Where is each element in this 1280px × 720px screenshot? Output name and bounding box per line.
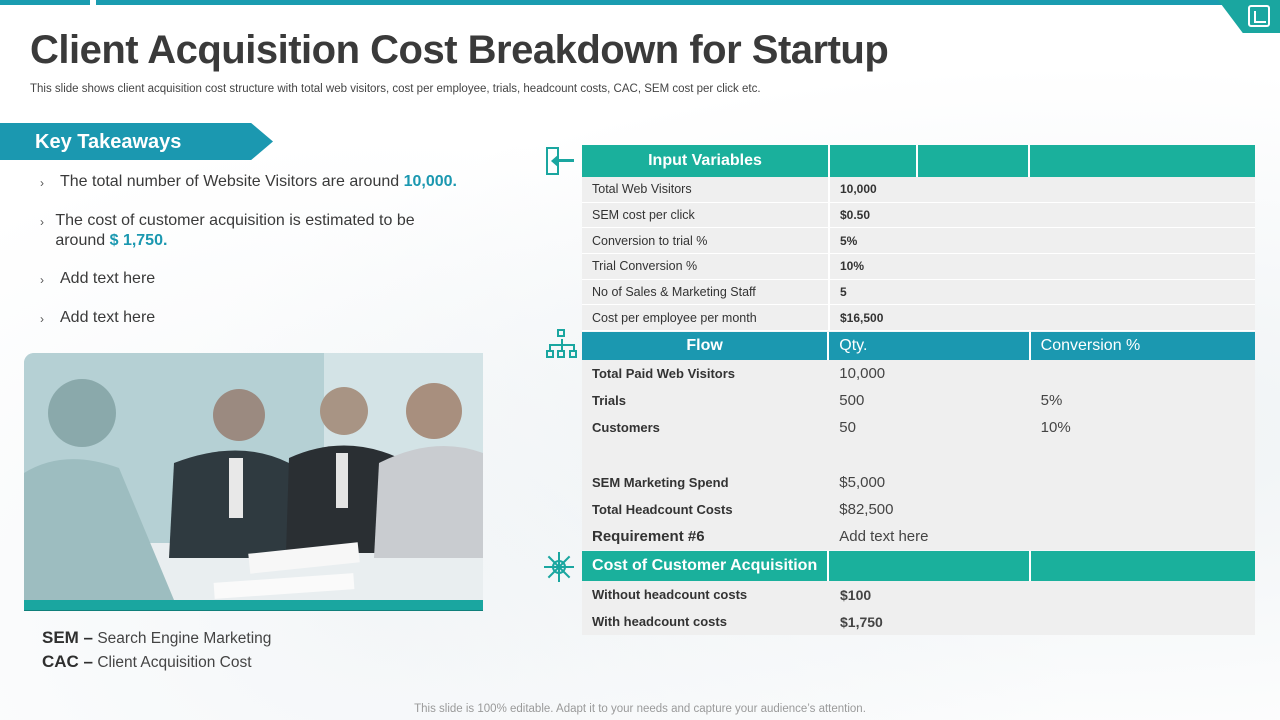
- takeaway-text: The total number of Website Visitors are…: [60, 173, 404, 190]
- table-row: No of Sales & Marketing Staff 5: [582, 279, 1255, 306]
- chevron-right-icon: ›: [40, 215, 44, 229]
- top-accent-bar-right: [96, 0, 1226, 5]
- cac-header: Cost of Customer Acquisition: [582, 551, 1255, 581]
- input-variables-heading: Input Variables: [582, 145, 830, 177]
- team-meeting-photo: [24, 353, 483, 600]
- table-row: SEM Marketing Spend $5,000: [582, 468, 1255, 496]
- cac-table: Cost of Customer Acquisition Without hea…: [582, 551, 1255, 636]
- table-row: Total Paid Web Visitors 10,000: [582, 360, 1255, 388]
- conversion-heading: Conversion %: [1040, 337, 1141, 354]
- key-takeaways-banner: Key Takeaways: [0, 123, 273, 160]
- table-row: Customers 50 10%: [582, 414, 1255, 442]
- presentation-icon: [1248, 5, 1270, 27]
- takeaway-item: › Add text here: [40, 308, 480, 329]
- table-row: Trials 500 5%: [582, 387, 1255, 415]
- slide-footer: This slide is 100% editable. Adapt it to…: [414, 703, 866, 715]
- takeaway-text: Add text here: [60, 270, 156, 287]
- takeaway-highlight: 10,000.: [403, 173, 457, 190]
- photo-accent-bar: [24, 600, 483, 611]
- flow-heading: Flow: [582, 332, 830, 360]
- takeaway-list: › The total number of Website Visitors a…: [40, 172, 480, 329]
- input-variables-table: Input Variables Total Web Visitors 10,000…: [582, 145, 1255, 332]
- table-row: Trial Conversion % 10%: [582, 254, 1255, 280]
- slide-title: Client Acquisition Cost Breakdown for St…: [30, 28, 889, 72]
- meeting-illustration: [24, 353, 483, 600]
- legend-item: SEM – Search Engine Marketing: [42, 628, 272, 647]
- input-arrow-icon: [546, 147, 578, 179]
- table-row: [582, 441, 1255, 469]
- top-accent-bar-left: [0, 0, 90, 5]
- table-row: Conversion to trial % 5%: [582, 228, 1255, 255]
- takeaway-text: The cost of customer acquisition is esti…: [55, 212, 415, 249]
- table-row: Total Web Visitors 10,000: [582, 177, 1255, 203]
- network-cost-icon: [544, 552, 576, 584]
- table-row: With headcount costs $1,750: [582, 608, 1255, 636]
- takeaway-text: Add text here: [60, 309, 156, 326]
- table-row: SEM cost per click $0.50: [582, 202, 1255, 229]
- qty-heading: Qty.: [829, 332, 1031, 360]
- slide-subtitle: This slide shows client acquisition cost…: [30, 83, 761, 95]
- table-row: Requirement #6 Add text here: [582, 523, 1255, 551]
- chevron-right-icon: ›: [40, 273, 44, 287]
- takeaway-item: › Add text here: [40, 269, 480, 290]
- table-row: Total Headcount Costs $82,500: [582, 495, 1255, 524]
- legend-item: CAC – Client Acquisition Cost: [42, 652, 252, 671]
- flow-table: Flow Qty. Conversion % Total Paid Web Vi…: [582, 332, 1255, 551]
- table-row: Without headcount costs $100: [582, 581, 1255, 609]
- abbreviation-legend: SEM – Search Engine Marketing CAC – Clie…: [42, 626, 271, 674]
- chevron-right-icon: ›: [40, 176, 44, 190]
- key-takeaways-heading: Key Takeaways: [35, 131, 182, 153]
- chevron-right-icon: ›: [40, 312, 44, 326]
- takeaway-item: › The cost of customer acquisition is es…: [40, 211, 420, 251]
- input-variables-header: Input Variables: [582, 145, 1255, 177]
- flow-header: Flow Qty. Conversion %: [582, 332, 1255, 360]
- cac-heading: Cost of Customer Acquisition: [582, 551, 830, 581]
- table-row: Cost per employee per month $16,500: [582, 305, 1255, 332]
- takeaway-item: › The total number of Website Visitors a…: [40, 172, 480, 193]
- hierarchy-icon: [546, 329, 578, 361]
- takeaway-highlight: $ 1,750.: [109, 232, 168, 249]
